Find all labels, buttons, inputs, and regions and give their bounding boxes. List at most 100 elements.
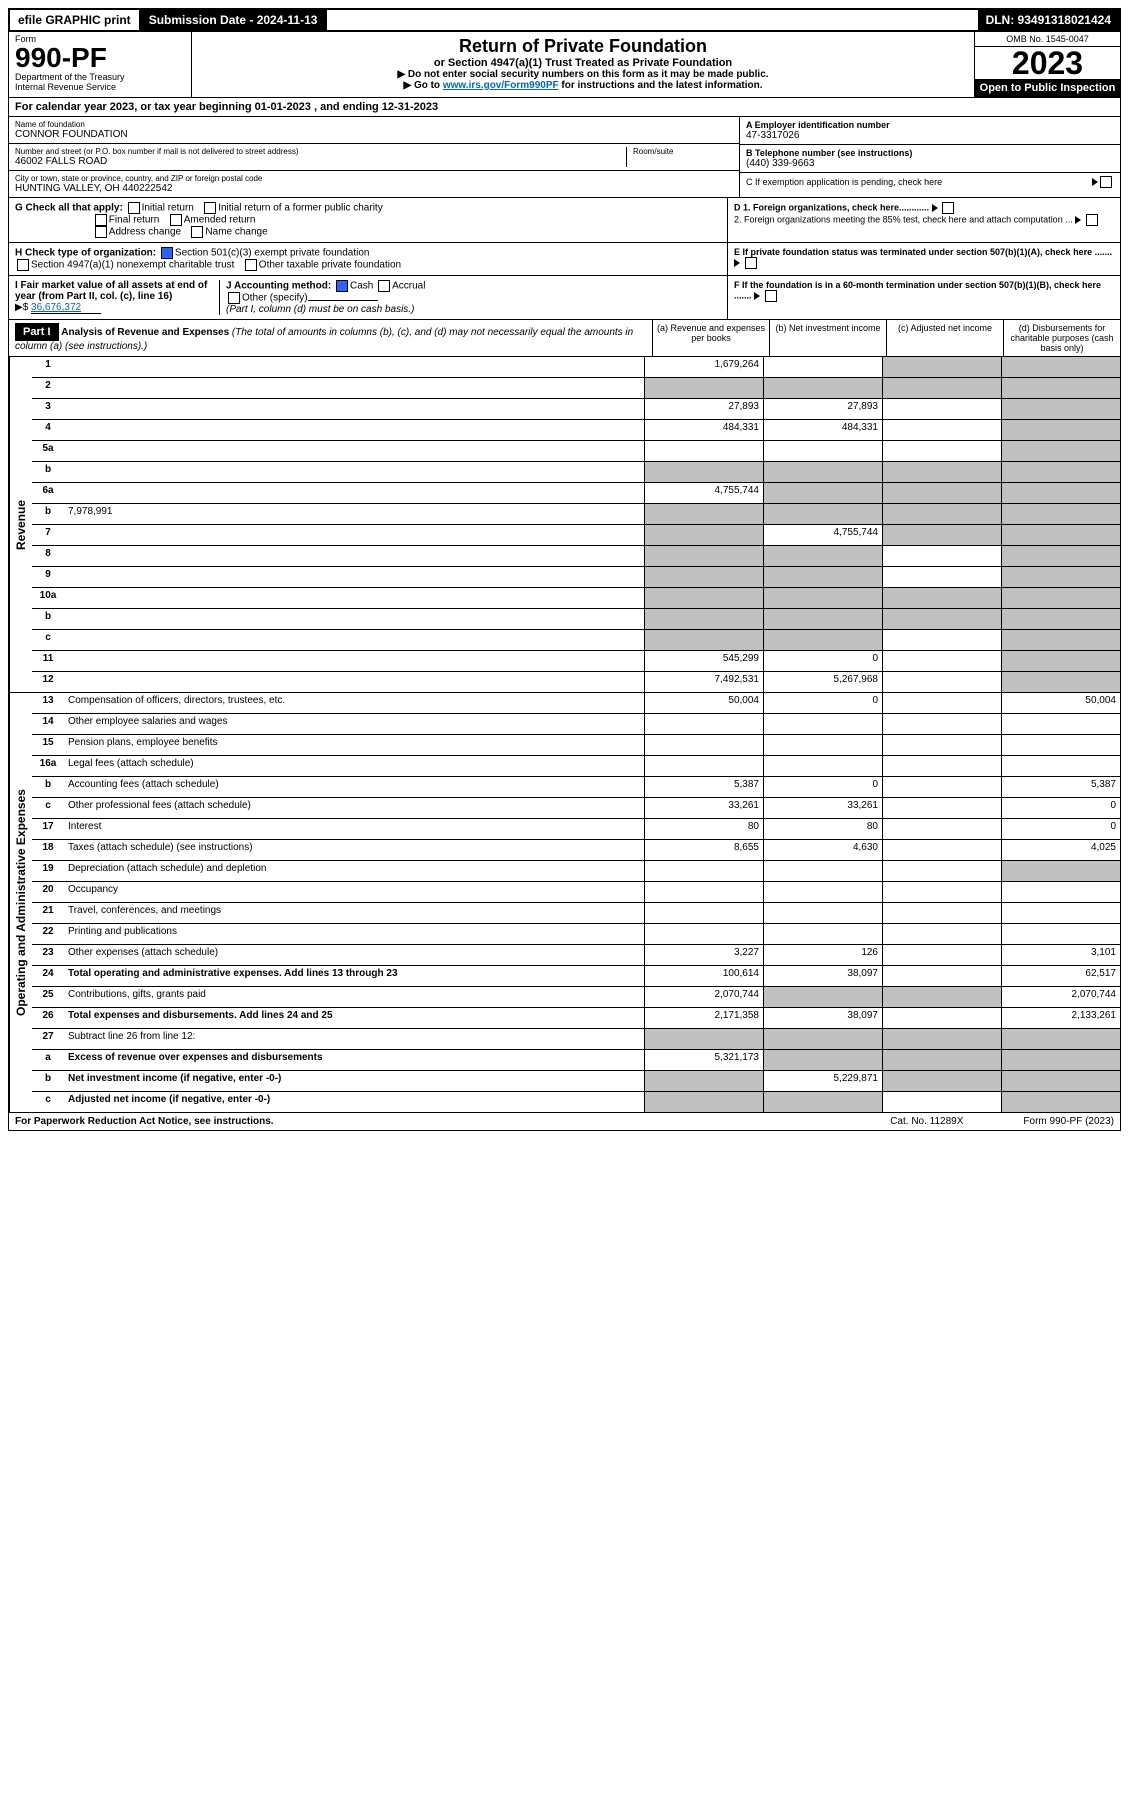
amount-cell: [644, 630, 763, 650]
accrual-checkbox[interactable]: [378, 280, 390, 292]
paperwork-notice: For Paperwork Reduction Act Notice, see …: [15, 1116, 274, 1127]
amount-cell: [763, 504, 882, 524]
initial-return-checkbox[interactable]: [128, 202, 140, 214]
line-description: Subtract line 26 from line 12:: [64, 1029, 644, 1049]
amount-cell: 2,133,261: [1001, 1008, 1120, 1028]
line-number: 18: [32, 840, 64, 860]
amount-cell: 0: [1001, 798, 1120, 818]
f-checkbox[interactable]: [765, 290, 777, 302]
exemption-checkbox[interactable]: [1100, 176, 1112, 188]
amount-cell: [1001, 861, 1120, 881]
amount-cell: [644, 714, 763, 734]
amount-cell: [882, 945, 1001, 965]
amount-cell: [1001, 525, 1120, 545]
amount-cell: [644, 924, 763, 944]
initial-former-checkbox[interactable]: [204, 202, 216, 214]
phone-value: (440) 339-9663: [746, 158, 1114, 169]
city-label: City or town, state or province, country…: [15, 174, 733, 183]
line-description: [64, 483, 644, 503]
line-number: 1: [32, 357, 64, 377]
efile-label[interactable]: efile GRAPHIC print: [10, 10, 141, 30]
city-state-zip: HUNTING VALLEY, OH 440222542: [15, 183, 733, 194]
line-number: 5a: [32, 441, 64, 461]
d2-checkbox[interactable]: [1086, 214, 1098, 226]
line-row: aExcess of revenue over expenses and dis…: [32, 1050, 1120, 1071]
amount-cell: [882, 756, 1001, 776]
other-taxable-checkbox[interactable]: [245, 259, 257, 271]
page-footer: For Paperwork Reduction Act Notice, see …: [8, 1113, 1121, 1131]
amended-return-checkbox[interactable]: [170, 214, 182, 226]
line-number: b: [32, 777, 64, 797]
fmv-value[interactable]: 36,676,372: [31, 302, 101, 314]
line-row: 24Total operating and administrative exp…: [32, 966, 1120, 987]
amount-cell: 80: [763, 819, 882, 839]
amount-cell: [882, 903, 1001, 923]
f-label: F If the foundation is in a 60-month ter…: [734, 280, 1101, 300]
cat-number: Cat. No. 11289X: [890, 1116, 963, 1127]
name-label: Name of foundation: [15, 120, 733, 129]
other-method-checkbox[interactable]: [228, 292, 240, 304]
final-return-checkbox[interactable]: [95, 214, 107, 226]
amount-cell: 3,101: [1001, 945, 1120, 965]
addr-label: Number and street (or P.O. box number if…: [15, 147, 626, 156]
amount-cell: 5,267,968: [763, 672, 882, 692]
cash-checkbox[interactable]: [336, 280, 348, 292]
line-row: 4484,331484,331: [32, 420, 1120, 441]
amount-cell: [644, 378, 763, 398]
line-number: b: [32, 504, 64, 524]
e-checkbox[interactable]: [745, 257, 757, 269]
line-description: Other expenses (attach schedule): [64, 945, 644, 965]
amount-cell: [1001, 441, 1120, 461]
line-number: c: [32, 1092, 64, 1112]
line-number: 22: [32, 924, 64, 944]
open-inspection: Open to Public Inspection: [975, 79, 1120, 97]
amount-cell: [882, 462, 1001, 482]
amount-cell: [1001, 882, 1120, 902]
name-change-checkbox[interactable]: [191, 226, 203, 238]
line-row: b: [32, 609, 1120, 630]
line-description: [64, 357, 644, 377]
line-description: Contributions, gifts, grants paid: [64, 987, 644, 1007]
amount-cell: 100,614: [644, 966, 763, 986]
amount-cell: [763, 1092, 882, 1112]
room-label: Room/suite: [633, 147, 733, 156]
501c3-checkbox[interactable]: [161, 247, 173, 259]
h-label: H Check type of organization:: [15, 248, 156, 259]
line-number: 21: [32, 903, 64, 923]
amount-cell: [882, 504, 1001, 524]
revenue-label: Revenue: [9, 357, 32, 692]
amount-cell: [763, 756, 882, 776]
i-label: I Fair market value of all assets at end…: [15, 280, 207, 302]
amount-cell: 126: [763, 945, 882, 965]
line-row: 5a: [32, 441, 1120, 462]
4947a1-checkbox[interactable]: [17, 259, 29, 271]
d1-checkbox[interactable]: [942, 202, 954, 214]
amount-cell: 545,299: [644, 651, 763, 671]
amount-cell: [1001, 672, 1120, 692]
line-number: 9: [32, 567, 64, 587]
line-number: b: [32, 462, 64, 482]
amount-cell: [882, 735, 1001, 755]
address-change-checkbox[interactable]: [95, 226, 107, 238]
amount-cell: [882, 357, 1001, 377]
section-h-e: H Check type of organization: Section 50…: [8, 243, 1121, 276]
j-note: (Part I, column (d) must be on cash basi…: [226, 304, 414, 315]
part1-label: Part I: [15, 323, 59, 341]
arrow-icon: [734, 259, 740, 267]
line-row: 27Subtract line 26 from line 12:: [32, 1029, 1120, 1050]
amount-cell: [1001, 546, 1120, 566]
foundation-name: CONNOR FOUNDATION: [15, 129, 733, 140]
line-number: 2: [32, 378, 64, 398]
form990pf-link[interactable]: www.irs.gov/Form990PF: [443, 80, 559, 91]
amount-cell: [882, 525, 1001, 545]
amount-cell: [644, 861, 763, 881]
amount-cell: [763, 735, 882, 755]
amount-cell: [882, 441, 1001, 461]
phone-label: B Telephone number (see instructions): [746, 148, 1114, 158]
form-title: Return of Private Foundation: [200, 36, 966, 57]
line-row: 15Pension plans, employee benefits: [32, 735, 1120, 756]
amount-cell: [763, 609, 882, 629]
amount-cell: [882, 672, 1001, 692]
tax-period: For calendar year 2023, or tax year begi…: [8, 98, 1121, 117]
line-description: Legal fees (attach schedule): [64, 756, 644, 776]
